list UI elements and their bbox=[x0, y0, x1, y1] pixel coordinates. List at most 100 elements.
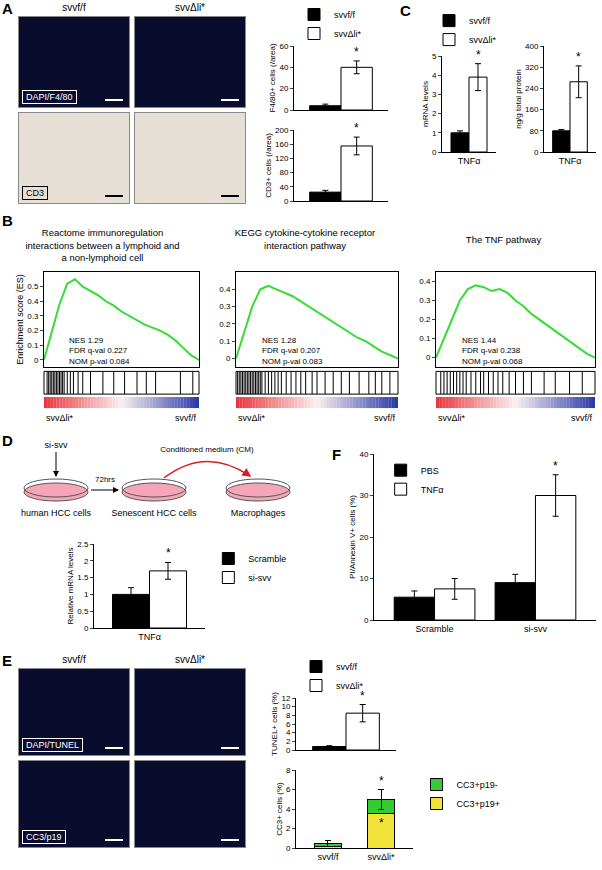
svg-text:TUNEL+ cells (%): TUNEL+ cells (%) bbox=[270, 692, 279, 756]
svg-text:0.2: 0.2 bbox=[27, 326, 39, 335]
svg-text:PI/Annexin V+ cells (%): PI/Annexin V+ cells (%) bbox=[348, 495, 357, 579]
svg-text:0: 0 bbox=[286, 746, 291, 755]
svg-text:si-svv: si-svv bbox=[45, 440, 68, 450]
svg-text:svvΔli*: svvΔli* bbox=[238, 413, 266, 423]
svg-text:400: 400 bbox=[525, 42, 539, 51]
svg-text:0.1: 0.1 bbox=[27, 341, 39, 350]
svg-text:1.5: 1.5 bbox=[77, 573, 89, 582]
svg-text:20: 20 bbox=[359, 533, 368, 542]
svg-text:Reactome immunoregulationinter: Reactome immunoregulationinteractions be… bbox=[25, 227, 179, 263]
svg-text:3: 3 bbox=[432, 90, 437, 99]
svg-text:0.5: 0.5 bbox=[27, 282, 39, 291]
svg-text:svvf/f: svvf/f bbox=[317, 852, 339, 862]
svg-text:2.5: 2.5 bbox=[77, 540, 89, 549]
svg-text:1: 1 bbox=[84, 590, 89, 599]
svg-text:svvf/f: svvf/f bbox=[175, 413, 197, 423]
svg-text:1: 1 bbox=[432, 129, 437, 138]
svg-text:0: 0 bbox=[426, 353, 431, 362]
svg-text:TNFα: TNFα bbox=[138, 632, 161, 642]
svg-text:PBS: PBS bbox=[421, 466, 439, 476]
svg-text:0: 0 bbox=[284, 197, 289, 206]
svg-text:160: 160 bbox=[275, 140, 289, 149]
svg-text:40: 40 bbox=[279, 63, 288, 72]
svg-text:72hrs: 72hrs bbox=[95, 475, 115, 484]
svg-text:8: 8 bbox=[286, 711, 291, 720]
svg-text:svvf/f: svvf/f bbox=[571, 413, 593, 423]
svg-text:2: 2 bbox=[84, 557, 89, 566]
svg-text:8: 8 bbox=[286, 766, 291, 775]
svg-text:TNFα: TNFα bbox=[559, 156, 582, 166]
svg-text:0: 0 bbox=[226, 354, 231, 363]
svg-text:NES 1.44FDR q-val 0.238NOM p-v: NES 1.44FDR q-val 0.238NOM p-val 0.068 bbox=[462, 336, 523, 366]
svg-text:5: 5 bbox=[432, 52, 437, 61]
svg-text:200: 200 bbox=[275, 126, 289, 135]
svg-text:svvΔli*: svvΔli* bbox=[336, 681, 364, 691]
svg-text:CC3+p19+: CC3+p19+ bbox=[457, 799, 501, 809]
svg-text:*: * bbox=[379, 816, 384, 830]
svg-text:0.1: 0.1 bbox=[219, 337, 231, 346]
svg-text:CC3+ cells (%): CC3+ cells (%) bbox=[275, 782, 284, 836]
svg-text:KEGG cytokine-cytokine recepto: KEGG cytokine-cytokine receptorinteracti… bbox=[235, 227, 375, 250]
svg-text:0.1: 0.1 bbox=[419, 334, 431, 343]
svg-text:160: 160 bbox=[525, 105, 539, 114]
svg-text:Senescent HCC cells: Senescent HCC cells bbox=[111, 508, 197, 518]
svg-text:20: 20 bbox=[279, 84, 288, 93]
svg-text:TNFα: TNFα bbox=[458, 156, 481, 166]
svg-text:human HCC cells: human HCC cells bbox=[21, 508, 92, 518]
svg-text:svvΔli*: svvΔli* bbox=[469, 35, 497, 45]
svg-text:10: 10 bbox=[359, 574, 368, 583]
svg-text:0.3: 0.3 bbox=[219, 302, 231, 311]
svg-text:0.5: 0.5 bbox=[77, 607, 89, 616]
svg-text:0.4: 0.4 bbox=[419, 277, 431, 286]
svg-text:*: * bbox=[354, 45, 359, 59]
svg-text:0.2: 0.2 bbox=[219, 320, 231, 329]
svg-text:320: 320 bbox=[525, 63, 539, 72]
svg-text:si-svv: si-svv bbox=[248, 573, 271, 583]
svg-text:2: 2 bbox=[286, 824, 291, 833]
svg-text:*: * bbox=[360, 689, 365, 703]
svg-text:0.3: 0.3 bbox=[27, 312, 39, 321]
svg-text:*: * bbox=[379, 774, 384, 788]
svg-text:4: 4 bbox=[286, 728, 291, 737]
svg-text:Scramble: Scramble bbox=[248, 554, 286, 564]
svg-text:12: 12 bbox=[281, 694, 290, 703]
svg-text:NES 1.28FDR q-val 0.207NOM p-v: NES 1.28FDR q-val 0.207NOM p-val 0.083 bbox=[262, 336, 323, 366]
svg-text:svvΔli*: svvΔli* bbox=[438, 413, 466, 423]
svg-text:*: * bbox=[576, 50, 581, 64]
svg-text:0.4: 0.4 bbox=[219, 285, 231, 294]
svg-text:mRNA levels: mRNA levels bbox=[421, 81, 430, 127]
svg-text:*: * bbox=[166, 546, 171, 560]
svg-text:0.4: 0.4 bbox=[27, 297, 39, 306]
svg-text:6: 6 bbox=[286, 720, 291, 729]
svg-text:The TNF pathway: The TNF pathway bbox=[466, 234, 542, 245]
svg-text:CD3+ cells (/area): CD3+ cells (/area) bbox=[264, 133, 273, 198]
svg-text:10: 10 bbox=[281, 702, 290, 711]
svg-text:40: 40 bbox=[359, 450, 368, 459]
svg-text:40: 40 bbox=[279, 183, 288, 192]
svg-text:0.3: 0.3 bbox=[419, 296, 431, 305]
svg-text:svvΔli*: svvΔli* bbox=[334, 29, 362, 39]
svg-text:svvf/f: svvf/f bbox=[336, 662, 358, 672]
svg-text:*: * bbox=[476, 48, 481, 62]
svg-text:120: 120 bbox=[275, 154, 289, 163]
svg-text:svvΔli*: svvΔli* bbox=[46, 413, 74, 423]
svg-text:TNFα: TNFα bbox=[421, 485, 444, 495]
svg-text:6: 6 bbox=[286, 785, 291, 794]
svg-text:0: 0 bbox=[34, 356, 39, 365]
svg-text:4: 4 bbox=[286, 805, 291, 814]
svg-text:2: 2 bbox=[432, 109, 437, 118]
svg-text:0: 0 bbox=[432, 148, 437, 157]
svg-text:Relative mRNA levels: Relative mRNA levels bbox=[66, 548, 75, 625]
svg-text:Scramble: Scramble bbox=[416, 624, 454, 634]
svg-text:Macrophages: Macrophages bbox=[231, 508, 286, 518]
svg-text:svvf/f: svvf/f bbox=[334, 10, 356, 20]
svg-text:60: 60 bbox=[279, 42, 288, 51]
svg-text:svvf/f: svvf/f bbox=[374, 413, 396, 423]
svg-text:0: 0 bbox=[364, 616, 369, 625]
svg-text:80: 80 bbox=[279, 168, 288, 177]
svg-text:240: 240 bbox=[525, 84, 539, 93]
svg-text:2: 2 bbox=[286, 737, 291, 746]
svg-text:*: * bbox=[354, 121, 359, 135]
svg-text:Enrichment score (ES): Enrichment score (ES) bbox=[15, 274, 25, 365]
svg-text:svvΔli*: svvΔli* bbox=[368, 852, 396, 862]
